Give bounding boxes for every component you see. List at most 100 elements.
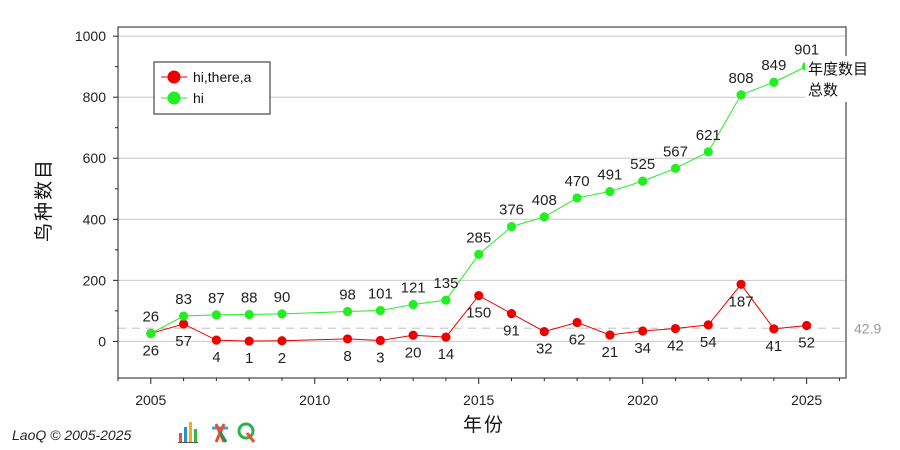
data-point [703, 147, 713, 157]
data-point [474, 249, 484, 259]
data-label: 285 [466, 229, 491, 246]
plot-frame [117, 26, 847, 379]
letter-q-icon [237, 422, 256, 443]
data-point [572, 193, 582, 203]
y-tick-label-400: 400 [83, 211, 107, 227]
data-point [703, 320, 713, 330]
legend-marker-2 [167, 91, 181, 105]
data-point [441, 332, 451, 342]
reference-line-label: 42.9 [854, 320, 881, 336]
series-line-2 [150, 65, 807, 334]
data-label: 621 [696, 127, 721, 144]
data-point [605, 186, 615, 197]
data-point [802, 320, 812, 331]
data-point [244, 336, 254, 346]
data-point [408, 330, 418, 340]
y-tick-label-800: 800 [83, 89, 107, 105]
data-label: 62 [569, 331, 586, 348]
data-point [736, 90, 746, 100]
data-label: 20 [405, 344, 422, 361]
data-point [408, 299, 418, 310]
data-label: 26 [142, 342, 159, 359]
data-point [474, 290, 484, 301]
data-label: 101 [368, 286, 393, 303]
data-label: 470 [565, 173, 590, 190]
logo [178, 422, 256, 443]
data-point [605, 330, 615, 340]
data-point [539, 212, 549, 222]
data-point [277, 309, 287, 319]
annotation-bg [805, 56, 881, 102]
reference-line-group: 42.9 [118, 320, 881, 336]
data-label: 491 [597, 167, 622, 184]
data-point [342, 306, 353, 317]
x-tick-label-2005: 2005 [135, 392, 166, 408]
data-label: 808 [729, 70, 754, 87]
data-label: 901 [794, 41, 819, 58]
data-point [506, 308, 517, 319]
data-label: 135 [433, 275, 458, 292]
data-point [441, 295, 451, 305]
y-tick-label-1000: 1000 [75, 28, 106, 44]
data-label: 3 [376, 349, 384, 366]
data-point [539, 327, 549, 337]
data-label: 525 [630, 156, 655, 173]
data-label: 26 [142, 308, 159, 325]
x-tick-label-2025: 2025 [791, 392, 822, 408]
data-point [211, 335, 221, 345]
footer-credit: LaoQ © 2005-2025 [12, 427, 132, 443]
legend-marker-1 [167, 70, 181, 84]
data-label: 121 [401, 279, 426, 296]
data-label: 83 [175, 291, 192, 308]
y-tick-label-200: 200 [83, 272, 107, 288]
data-label: 57 [175, 333, 192, 350]
data-label: 90 [274, 289, 291, 306]
legend-label-2: hi [193, 90, 204, 106]
x-axis: 2005 2010 2015 2020 2025 [117, 378, 840, 408]
data-point [638, 326, 648, 336]
legend: hi,there,a hi [153, 61, 271, 115]
data-point [277, 336, 287, 346]
annotation-line-1: 年度数目 [808, 60, 868, 78]
data-label: 88 [241, 290, 258, 307]
y-tick-label-600: 600 [83, 150, 107, 166]
data-label: 2 [278, 350, 286, 367]
data-label: 87 [208, 290, 225, 307]
data-point [244, 309, 254, 320]
data-label: 1 [245, 350, 253, 367]
y-axis: 0 200 400 600 800 1000 [75, 28, 118, 349]
data-point [506, 222, 517, 232]
data-label: 150 [466, 305, 491, 322]
y-axis-title: 鸟种数目 [33, 158, 55, 242]
annotation: 年度数目 总数 [805, 56, 881, 102]
data-point [211, 310, 221, 320]
data-point [769, 324, 779, 334]
data-label: 21 [602, 344, 619, 361]
series-line-1 [150, 283, 807, 342]
data-label: 408 [532, 192, 557, 209]
x-tick-label-2015: 2015 [463, 392, 494, 408]
data-label: 41 [766, 338, 783, 355]
data-label: 567 [663, 143, 688, 160]
data-point [342, 334, 353, 344]
data-point [736, 279, 746, 289]
data-point [670, 323, 681, 334]
data-point [178, 319, 189, 329]
data-point [375, 305, 385, 316]
legend-label-1: hi,there,a [193, 69, 252, 85]
running-figure-icon [212, 423, 228, 443]
x-tick-label-2010: 2010 [299, 392, 330, 408]
data-label: 8 [343, 348, 351, 365]
data-label: 91 [503, 323, 520, 340]
data-point [572, 317, 582, 328]
data-point [146, 328, 156, 339]
data-point [375, 335, 385, 346]
data-point [769, 77, 779, 87]
annotation-line-2: 总数 [808, 81, 838, 99]
data-point [670, 163, 681, 173]
x-tick-label-2020: 2020 [627, 392, 658, 408]
data-label: 54 [700, 334, 717, 351]
data-label: 14 [438, 346, 455, 363]
data-label: 34 [634, 340, 651, 357]
